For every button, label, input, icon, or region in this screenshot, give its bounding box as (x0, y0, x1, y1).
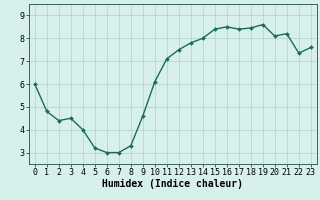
X-axis label: Humidex (Indice chaleur): Humidex (Indice chaleur) (102, 179, 243, 189)
